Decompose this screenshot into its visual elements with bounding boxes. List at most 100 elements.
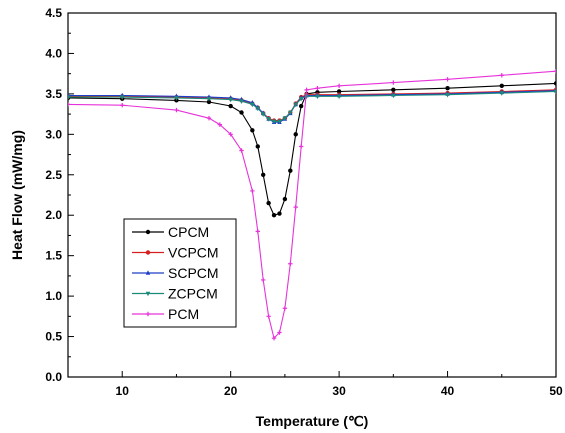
legend-item: ZCPCM xyxy=(132,286,218,302)
data-point xyxy=(145,311,151,317)
data-point xyxy=(174,107,179,113)
data-point xyxy=(206,99,212,105)
data-point xyxy=(266,314,271,319)
data-point xyxy=(277,119,282,125)
data-point xyxy=(315,86,320,91)
series-cpcm xyxy=(68,81,556,218)
data-point xyxy=(271,119,277,125)
series-pcm xyxy=(68,69,556,341)
data-point xyxy=(266,200,271,206)
data-point xyxy=(255,144,260,149)
x-tick-label: 20 xyxy=(224,384,238,398)
data-point xyxy=(282,196,288,202)
series-line xyxy=(68,82,556,216)
data-point xyxy=(499,91,504,96)
data-point xyxy=(499,73,504,78)
data-point xyxy=(288,168,293,173)
data-point xyxy=(261,277,266,283)
data-point xyxy=(445,86,450,91)
data-point xyxy=(336,94,342,100)
data-point xyxy=(145,291,151,297)
data-point xyxy=(174,96,179,101)
series-zcpcm xyxy=(68,89,556,125)
data-point xyxy=(445,92,450,98)
series-line xyxy=(68,70,556,340)
data-point xyxy=(255,229,260,234)
data-point xyxy=(239,148,244,153)
data-point xyxy=(391,80,396,85)
data-point xyxy=(206,115,212,121)
y-tick-label: 4.5 xyxy=(45,6,62,20)
data-point xyxy=(445,77,450,82)
data-point xyxy=(277,330,282,335)
data-point xyxy=(261,172,266,177)
data-point xyxy=(250,128,255,133)
data-point xyxy=(261,112,266,117)
data-point xyxy=(120,103,125,108)
y-axis-ticks: 0.0 0.5 1.0 1.5 2.0 2.5 3.0 3.5 4.0 4.5 xyxy=(45,6,74,384)
data-point xyxy=(266,117,271,122)
data-point xyxy=(250,188,255,194)
data-point xyxy=(282,306,288,311)
data-point xyxy=(293,102,298,108)
data-point xyxy=(304,94,309,100)
data-point xyxy=(217,122,223,127)
data-point xyxy=(282,116,288,121)
x-tick-label: 10 xyxy=(116,384,130,398)
data-point xyxy=(239,99,244,104)
data-point xyxy=(298,96,304,102)
data-point xyxy=(499,83,504,89)
y-tick-label: 0.0 xyxy=(45,370,62,384)
data-point xyxy=(145,250,151,255)
x-tick-label: 30 xyxy=(332,384,346,398)
data-point xyxy=(553,89,556,95)
data-point xyxy=(298,103,304,109)
legend-item: PCM xyxy=(132,306,199,322)
data-point xyxy=(145,229,151,235)
x-axis-ticks: 10 20 30 40 50 xyxy=(67,371,563,398)
legend-label: CPCM xyxy=(168,224,209,240)
data-point xyxy=(336,83,342,88)
data-point xyxy=(315,94,320,100)
data-point xyxy=(239,110,244,115)
y-tick-label: 1.5 xyxy=(45,249,62,263)
y-tick-label: 3.0 xyxy=(45,127,62,141)
y-axis-title: Heat Flow (mW/mg) xyxy=(9,130,25,260)
data-point xyxy=(336,89,342,94)
data-point xyxy=(68,95,71,100)
data-point xyxy=(298,144,304,149)
legend: CPCM VCPCM SCPCM ZCPCM PCM xyxy=(123,218,237,328)
data-point xyxy=(120,95,125,100)
data-point xyxy=(293,132,298,137)
y-tick-label: 3.5 xyxy=(45,87,62,101)
data-point xyxy=(228,132,233,137)
legend-label: SCPCM xyxy=(168,265,219,281)
x-tick-label: 50 xyxy=(549,384,563,398)
y-tick-label: 2.0 xyxy=(45,208,62,222)
legend-label: PCM xyxy=(168,306,199,322)
data-point xyxy=(288,110,293,116)
legend-label: ZCPCM xyxy=(168,286,218,302)
legend-item: SCPCM xyxy=(132,265,219,281)
y-tick-label: 0.5 xyxy=(45,330,62,344)
data-point xyxy=(145,270,151,275)
data-point xyxy=(250,102,255,108)
data-point xyxy=(228,97,233,103)
data-point xyxy=(391,93,396,99)
y-tick-label: 1.0 xyxy=(45,289,62,303)
series-line xyxy=(68,89,556,122)
x-axis-title: Temperature (℃) xyxy=(256,413,369,429)
data-point xyxy=(553,81,556,86)
data-point xyxy=(228,103,233,109)
data-point xyxy=(553,69,556,74)
data-point xyxy=(277,211,282,216)
data-point xyxy=(391,87,396,93)
data-point xyxy=(288,261,293,266)
legend-item: VCPCM xyxy=(132,245,219,261)
legend-item: CPCM xyxy=(132,224,209,240)
legend-box xyxy=(123,218,237,328)
series-layer xyxy=(68,69,556,341)
data-point xyxy=(206,96,212,102)
data-point xyxy=(68,102,71,107)
